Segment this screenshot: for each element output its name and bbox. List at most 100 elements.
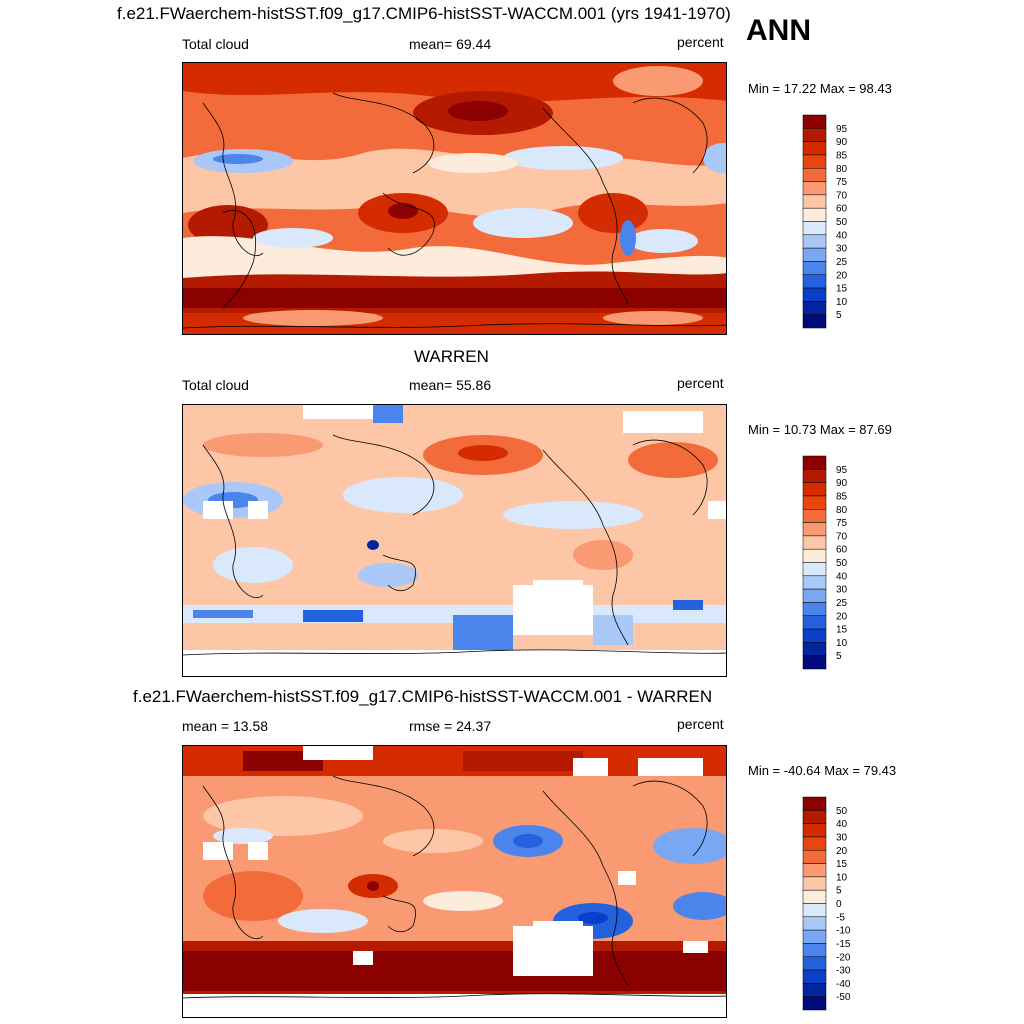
colorbar-tick-label: 50 <box>836 558 848 569</box>
colorbar-swatch <box>802 207 827 222</box>
colorbar-tick-label: -15 <box>836 939 851 950</box>
colorbar-tick-label: 75 <box>836 518 848 529</box>
colorbar-tick-label: 80 <box>836 505 848 516</box>
panel2-units: percent <box>677 375 724 391</box>
colorbar-swatch <box>802 194 827 209</box>
colorbar-swatch <box>802 929 827 944</box>
colorbar-swatch <box>802 154 827 169</box>
colorbar-tick-label: 25 <box>836 598 848 609</box>
colorbar-swatch <box>802 655 827 670</box>
colorbar-tick-label: 70 <box>836 190 848 201</box>
colorbar-tick-label: 20 <box>836 846 848 857</box>
panel3-units: percent <box>677 716 724 732</box>
colorbar-swatch <box>802 221 827 236</box>
colorbar-tick-label: -50 <box>836 992 851 1003</box>
colorbar-swatch <box>802 956 827 971</box>
colorbar-swatch <box>802 863 827 878</box>
colorbar-swatch <box>802 114 827 129</box>
panel1-minmax: Min = 17.22 Max = 98.43 <box>748 81 892 96</box>
colorbar-tick-label: 10 <box>836 872 848 883</box>
panel1-colorbar: 95 90 85 80 75 70 60 50 40 30 25 20 15 10 5 <box>802 114 863 329</box>
colorbar-swatch <box>802 181 827 196</box>
colorbar-swatch <box>802 876 827 891</box>
colorbar-swatch <box>802 469 827 483</box>
colorbar-swatch <box>802 247 827 262</box>
colorbar-swatch <box>802 628 827 643</box>
panel2-left-label: Total cloud <box>182 377 249 393</box>
colorbar-tick-label: 20 <box>836 270 848 281</box>
colorbar-tick-label: 30 <box>836 244 848 255</box>
colorbar-swatch <box>802 796 827 811</box>
colorbar-tick-label: 5 <box>836 886 842 897</box>
panel1-map <box>182 62 727 335</box>
colorbar-swatch <box>802 983 827 997</box>
colorbar-tick-label: 85 <box>836 491 848 502</box>
season-label: ANN <box>746 14 811 47</box>
colorbar-tick-label: 25 <box>836 257 848 268</box>
colorbar-tick-label: 95 <box>836 465 848 476</box>
panel3-title: f.e21.FWaerchem-histSST.f09_g17.CMIP6-hi… <box>133 687 713 706</box>
colorbar-tick-label: 50 <box>836 806 848 817</box>
colorbar-tick-label: -5 <box>836 912 845 923</box>
colorbar-tick-label: 0 <box>836 899 842 910</box>
colorbar-tick-label: -40 <box>836 979 851 990</box>
colorbar-tick-label: 10 <box>836 638 848 649</box>
colorbar-tick-label: 15 <box>836 625 848 636</box>
colorbar-swatch <box>802 562 827 577</box>
panel2-title: WARREN <box>414 347 489 366</box>
colorbar-tick-label: 20 <box>836 611 848 622</box>
colorbar-swatch <box>802 836 827 851</box>
colorbar-swatch <box>802 548 827 563</box>
colorbar-swatch <box>802 287 827 302</box>
colorbar-swatch <box>802 810 827 824</box>
panel1-units: percent <box>677 34 724 50</box>
colorbar-tick-label: 60 <box>836 545 848 556</box>
colorbar-swatch <box>802 509 827 523</box>
colorbar-tick-label: 75 <box>836 177 848 188</box>
colorbar-tick-label: 30 <box>836 585 848 596</box>
colorbar-tick-label: 10 <box>836 297 848 308</box>
panel3-left-label: mean = 13.58 <box>182 718 269 734</box>
colorbar-swatch <box>802 141 827 156</box>
colorbar-swatch <box>802 850 827 864</box>
colorbar-tick-label: 80 <box>836 164 848 175</box>
colorbar-tick-label: 5 <box>836 651 842 662</box>
colorbar-tick-label: 85 <box>836 150 848 161</box>
panel3-minmax: Min = -40.64 Max = 79.43 <box>748 763 897 778</box>
colorbar-swatch <box>802 274 827 289</box>
colorbar-swatch <box>802 168 827 182</box>
panel1-left-label: Total cloud <box>182 36 249 52</box>
panel2-center-label: mean= 55.86 <box>409 377 492 393</box>
colorbar-swatch <box>802 522 827 537</box>
colorbar-swatch <box>802 301 827 315</box>
colorbar-swatch <box>802 969 827 984</box>
colorbar-swatch <box>802 575 827 590</box>
panel3-colorbar: 50 40 30 20 15 10 5 0 -5 -10 -15 -20 -30 -40 -50 <box>802 796 863 1011</box>
colorbar-tick-label: 90 <box>836 137 848 148</box>
colorbar-tick-label: 40 <box>836 819 848 830</box>
colorbar-tick-label: 90 <box>836 478 848 489</box>
colorbar-tick-label: 15 <box>836 284 848 295</box>
colorbar-swatch <box>802 642 827 656</box>
colorbar-tick-label: 5 <box>836 310 842 321</box>
colorbar-swatch <box>802 535 827 550</box>
colorbar-tick-label: 40 <box>836 571 848 582</box>
colorbar-swatch <box>802 482 827 497</box>
panel2-colorbar: 95 90 85 80 75 70 60 50 40 30 25 20 15 10 5 <box>802 455 863 670</box>
colorbar-tick-label: 30 <box>836 832 848 843</box>
colorbar-swatch <box>802 943 827 957</box>
colorbar-tick-label: -20 <box>836 952 851 963</box>
colorbar-swatch <box>802 455 827 470</box>
colorbar-tick-label: 15 <box>836 859 848 870</box>
panel3-center-label: rmse = 24.37 <box>409 718 492 734</box>
colorbar-tick-label: -10 <box>836 926 851 937</box>
panel3-map <box>182 745 727 1018</box>
colorbar-swatch <box>802 889 827 904</box>
colorbar-tick-label: -30 <box>836 966 851 977</box>
colorbar-swatch <box>802 615 827 630</box>
colorbar-swatch <box>802 602 827 616</box>
colorbar-swatch <box>802 495 827 510</box>
colorbar-tick-label: 40 <box>836 230 848 241</box>
colorbar-swatch <box>802 588 827 603</box>
colorbar-swatch <box>802 996 827 1011</box>
